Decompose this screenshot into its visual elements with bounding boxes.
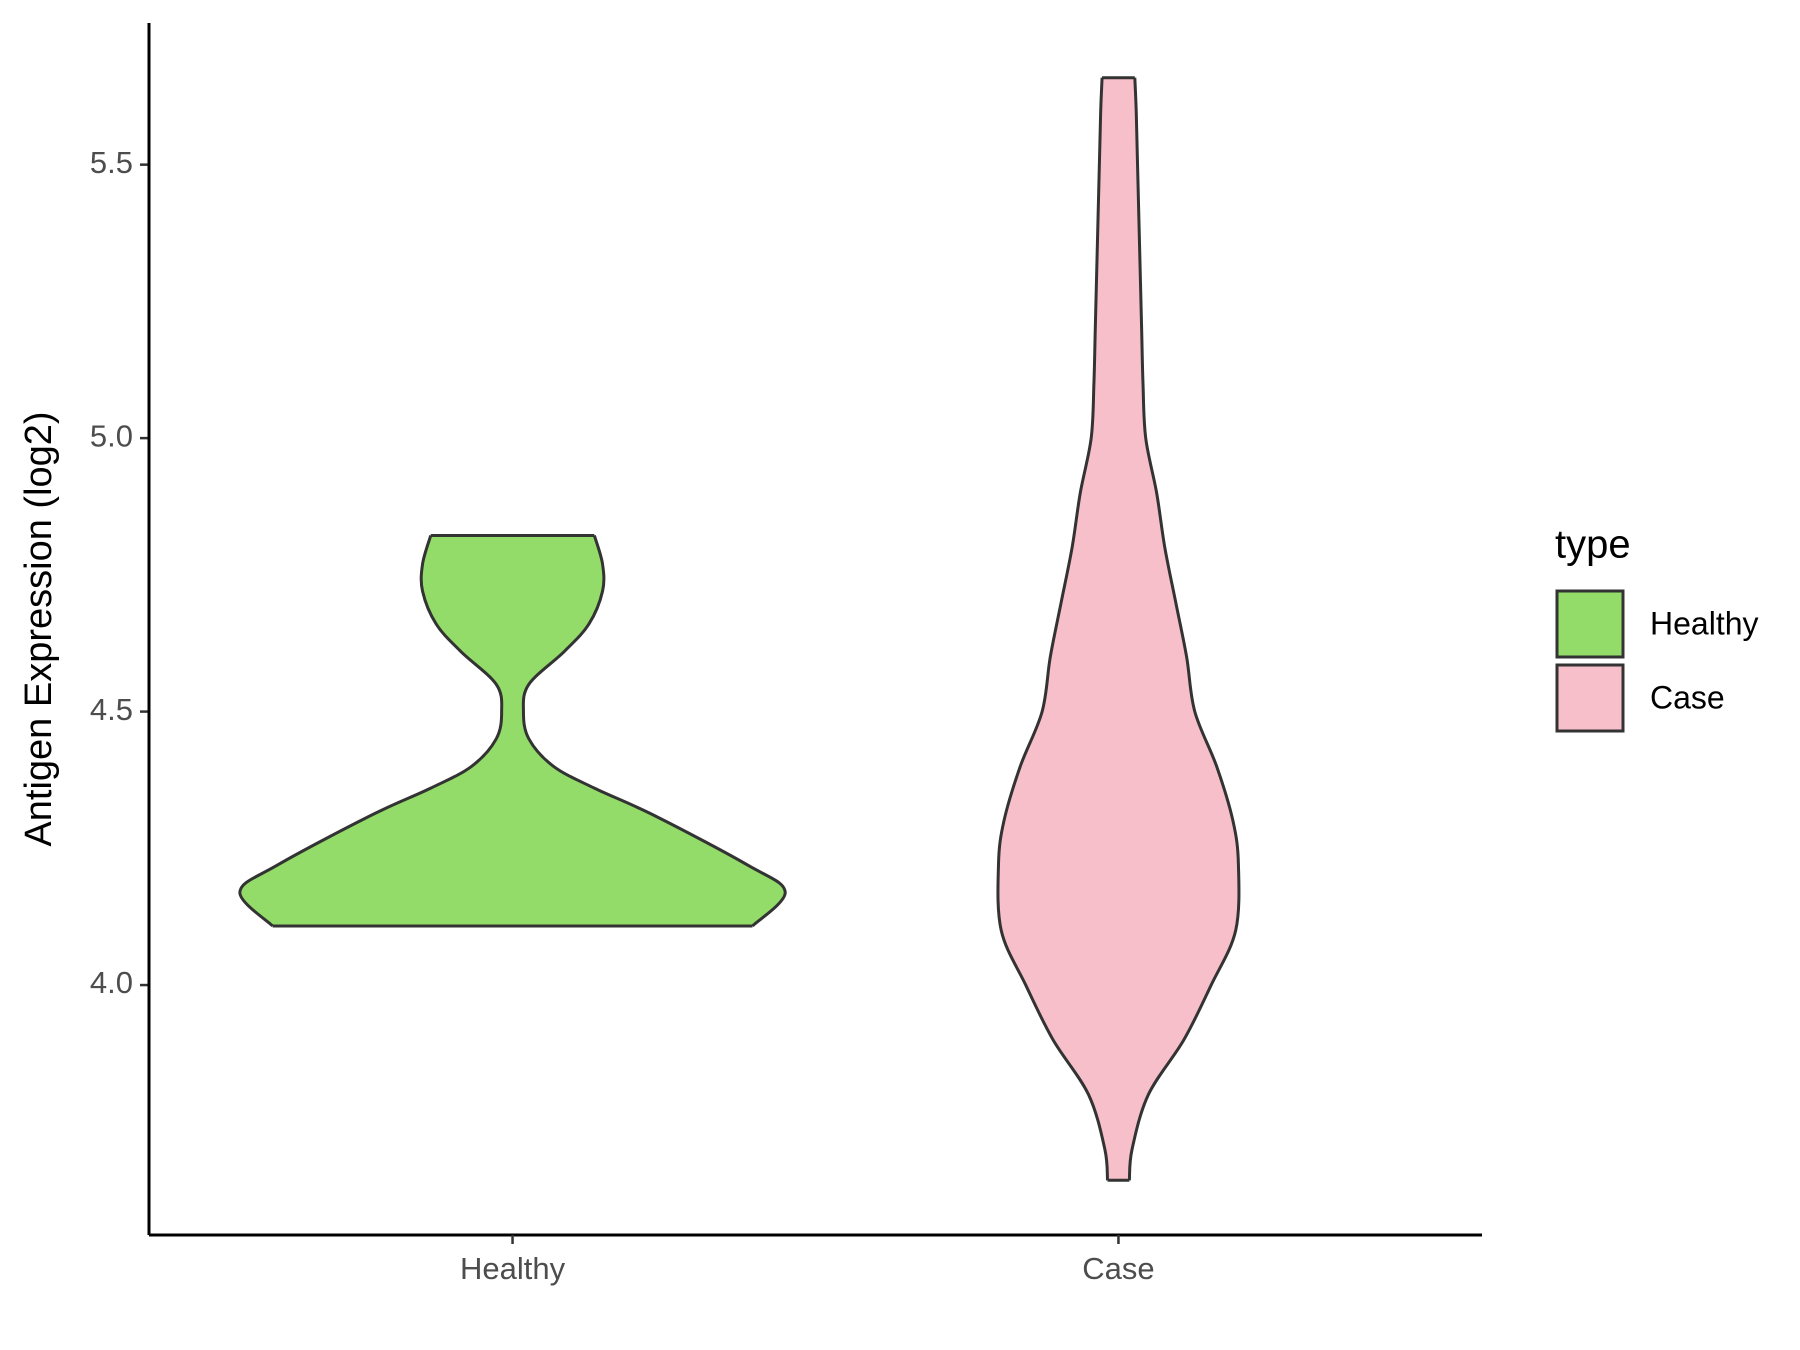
violin-outline-left <box>238 535 504 928</box>
legend-label: Case <box>1650 679 1725 715</box>
y-tick-label: 4.0 <box>90 965 133 1000</box>
y-tick-label: 4.5 <box>90 692 133 727</box>
violin-fill <box>239 535 786 926</box>
legend-label: Healthy <box>1650 605 1759 641</box>
legend-key <box>1555 589 1625 659</box>
violin-outline-right <box>1127 77 1241 1181</box>
y-axis-title: Antigen Expression (log2) <box>18 411 60 846</box>
legend-title: type <box>1555 523 1631 567</box>
violin-fill <box>997 77 1239 1181</box>
legend-key <box>1555 663 1625 733</box>
x-tick-label: Case <box>1082 1251 1154 1286</box>
y-tick-label: 5.0 <box>90 418 133 453</box>
violin-outline-left <box>996 77 1110 1181</box>
x-tick-label: Healthy <box>460 1251 566 1286</box>
violin-outline-right <box>521 535 787 928</box>
y-tick-label: 5.5 <box>90 145 133 180</box>
